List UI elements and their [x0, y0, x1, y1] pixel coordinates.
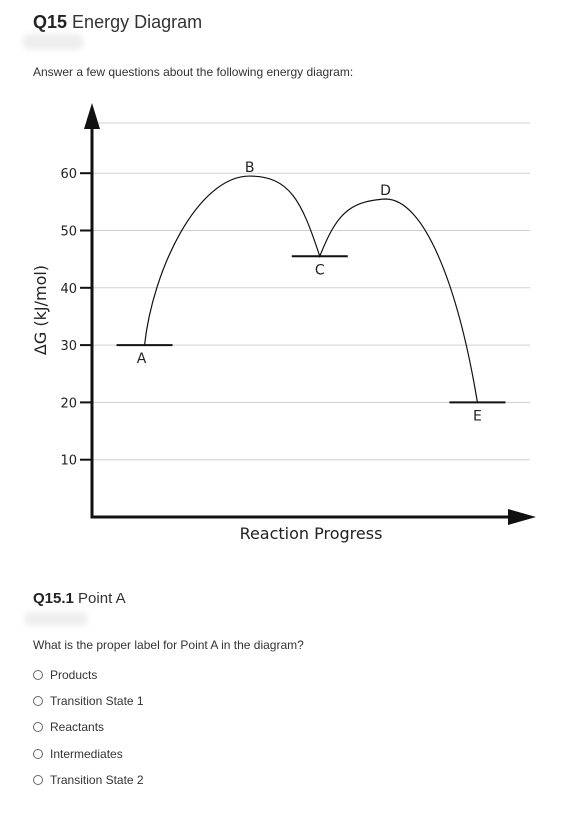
answer-option-label: Products [50, 668, 98, 683]
answer-option-label: Transition State 2 [50, 772, 144, 787]
y-axis-label: ΔG (kJ/mol) [31, 265, 50, 355]
answer-option-label: Reactants [50, 720, 105, 735]
answer-option[interactable]: Reactants [33, 714, 144, 740]
y-tick-label: 30 [60, 339, 77, 354]
y-axis-ticks: 10 20 30 40 50 60 [60, 167, 92, 469]
answer-option[interactable]: Transition State 2 [33, 767, 144, 793]
energy-diagram: 10 20 30 40 50 60 A B C D E Reaction Progress ΔG … [31, 103, 536, 543]
point-label-d: D [380, 183, 391, 199]
question-title-text: Energy Diagram [72, 12, 203, 32]
subquestion-title: Q15.1 Point A [33, 590, 126, 607]
point-label-e: E [473, 408, 482, 424]
question-title: Q15 Energy Diagram [33, 12, 202, 33]
answer-option[interactable]: Transition State 1 [33, 688, 144, 714]
redaction-smudge [22, 34, 84, 50]
point-label-c: C [315, 262, 325, 278]
grid-lines [92, 122, 530, 461]
y-tick-label: 20 [60, 396, 77, 411]
x-axis-arrow-icon [508, 509, 536, 525]
point-label-b: B [245, 160, 255, 176]
energy-levels [116, 255, 506, 404]
question-intro: Answer a few questions about the followi… [33, 65, 354, 79]
y-tick-label: 50 [60, 225, 77, 240]
answer-option-label: Transition State 1 [50, 694, 144, 709]
radio-button[interactable] [33, 670, 43, 681]
radio-button[interactable] [33, 696, 43, 707]
radio-button[interactable] [33, 722, 43, 733]
y-tick-label: 40 [60, 282, 77, 297]
answer-option-label: Intermediates [50, 746, 123, 761]
subquestion-title-text: Point A [78, 590, 126, 607]
subquestion-number: Q15.1 [33, 590, 74, 607]
energy-curve [143, 175, 479, 403]
question-number: Q15 [33, 12, 68, 32]
answer-options: Products Transition State 1 Reactants In… [33, 662, 144, 793]
y-tick-label: 10 [60, 454, 77, 469]
point-labels: A B C D E [137, 160, 482, 424]
redaction-smudge [24, 612, 88, 626]
y-tick-label: 60 [60, 167, 77, 182]
point-label-a: A [137, 351, 147, 367]
answer-option[interactable]: Products [33, 662, 144, 688]
question-prompt: What is the proper label for Point A in … [33, 638, 304, 652]
radio-button[interactable] [33, 748, 43, 759]
x-axis-label: Reaction Progress [240, 524, 383, 543]
answer-option[interactable]: Intermediates [33, 741, 144, 767]
radio-button[interactable] [33, 774, 43, 785]
y-axis-arrow-icon [84, 103, 100, 129]
